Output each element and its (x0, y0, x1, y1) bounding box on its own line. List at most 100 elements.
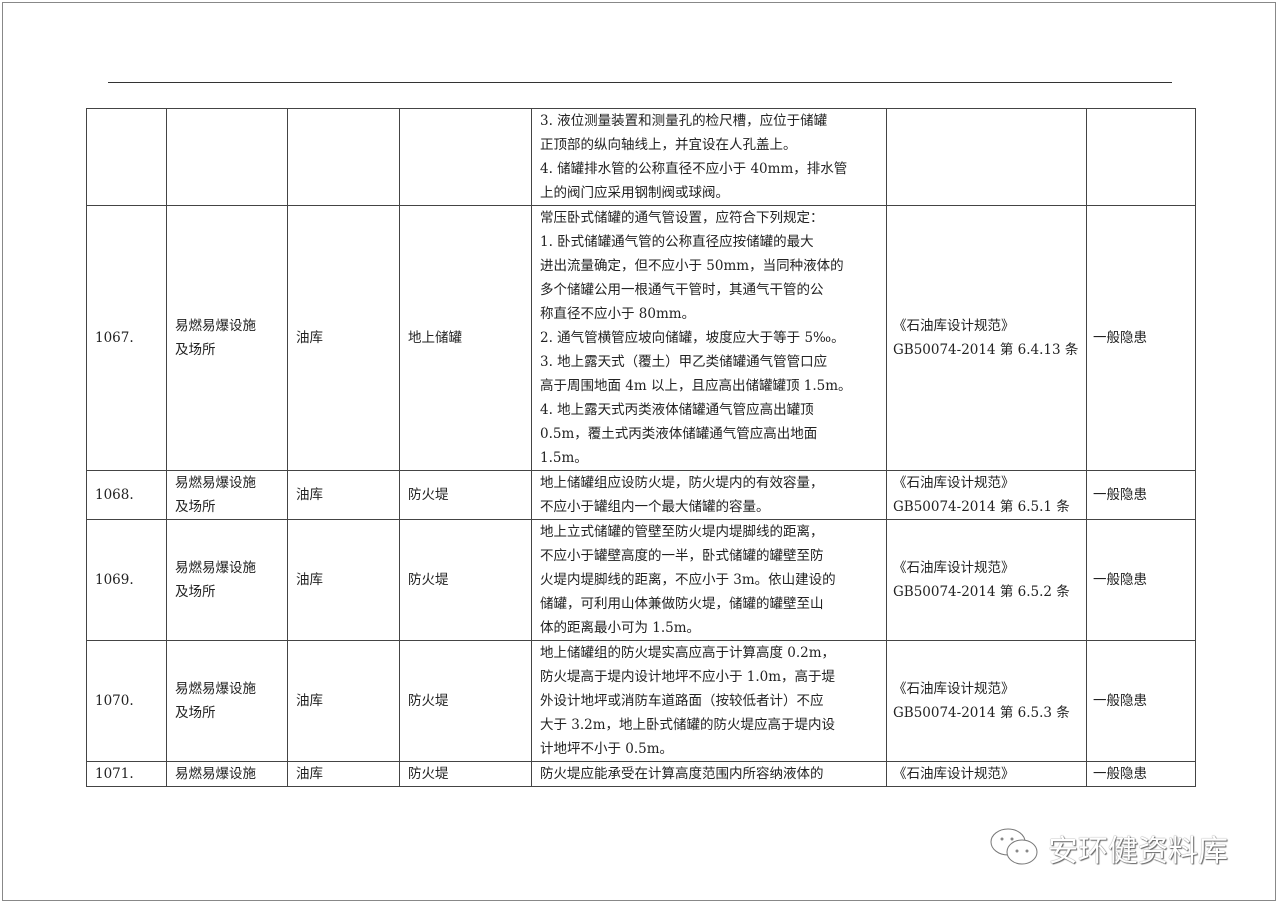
basis-line: 《石油库设计规范》 (893, 318, 1015, 334)
req-line: 地上立式储罐的管壁至防火堤内堤脚线的距离， (540, 524, 824, 540)
req-line: 称直径不应小于 80mm。 (540, 306, 696, 322)
basis-line: GB50074-2014 第 6.5.2 条 (893, 584, 1070, 600)
wechat-icon (990, 828, 1038, 865)
req-line: 1. 卧式储罐通气管的公称直径应按储罐的最大 (540, 234, 814, 250)
table-row: 1069. 易燃易爆设施 及场所 油库 防火堤 地上立式储罐的管壁至防火堤内堤脚线的距离，… (86, 519, 1196, 641)
req-line: 地上储罐组应设防火堤，防火堤内的有效容量， (540, 475, 824, 491)
req-line: 外设计地坪或消防车道路面（按较低者计）不应 (540, 693, 824, 709)
regulation-table: 3. 液位测量装置和测量孔的检尺槽，应位于储罐 正顶部的纵向轴线上，并宜设在人孔盖… (86, 108, 1196, 787)
category-line: 易燃易爆设施 (175, 560, 256, 576)
cell-level: 一般隐患 (1086, 470, 1196, 520)
cell-item: 防火堤 (399, 640, 532, 762)
req-line: 不应小于罐壁高度的一半，卧式储罐的罐壁至防 (540, 548, 824, 564)
req-line: 防火堤应能承受在计算高度范围内所容纳液体的 (540, 766, 824, 782)
req-line: 火堤内堤脚线的距离，不应小于 3m。依山建设的 (540, 572, 836, 588)
basis-line: GB50074-2014 第 6.5.3 条 (893, 705, 1070, 721)
cell-item: 防火堤 (399, 761, 532, 787)
category-line: 及场所 (175, 499, 216, 515)
cell-item (399, 108, 532, 206)
category-line: 易燃易爆设施 (175, 681, 256, 697)
table-row: 1068. 易燃易爆设施 及场所 油库 防火堤 地上储罐组应设防火堤，防火堤内的有效容量，… (86, 470, 1196, 520)
category-line: 及场所 (175, 342, 216, 358)
req-line: 多个储罐公用一根通气干管时，其通气干管的公 (540, 282, 824, 298)
watermark-text: 安环健资料库 (1048, 834, 1228, 869)
req-line: 计地坪不小于 0.5m。 (540, 741, 674, 757)
header-rule (108, 82, 1172, 83)
cell-no: 1071. (86, 761, 167, 787)
table-row: 1067. 易燃易爆设施 及场所 油库 地上储罐 常压卧式储罐的通气管设置，应符合下列规定… (86, 205, 1196, 471)
cell-category (166, 108, 288, 206)
cell-item: 防火堤 (399, 470, 532, 520)
cell-req: 地上储罐组应设防火堤，防火堤内的有效容量， 不应小于罐组内一个最大储罐的容量。 (531, 470, 887, 520)
cell-level: 一般隐患 (1086, 205, 1196, 471)
cell-no: 1068. (86, 470, 167, 520)
req-line: 3. 液位测量装置和测量孔的检尺槽，应位于储罐 (540, 113, 828, 129)
category-line: 及场所 (175, 584, 216, 600)
cell-req: 地上立式储罐的管壁至防火堤内堤脚线的距离， 不应小于罐壁高度的一半，卧式储罐的罐壁… (531, 519, 887, 641)
req-line: 进出流量确定，但不应小于 50mm，当同种液体的 (540, 258, 844, 274)
req-line: 正顶部的纵向轴线上，并宜设在人孔盖上。 (540, 137, 797, 153)
category-line: 易燃易爆设施 (175, 475, 256, 491)
category-line: 易燃易爆设施 (175, 766, 256, 782)
req-line: 3. 地上露天式（覆土）甲乙类储罐通气管管口应 (540, 354, 828, 370)
cell-basis: 《石油库设计规范》 GB50074-2014 第 6.4.13 条 (886, 205, 1087, 471)
req-line: 2. 通气管横管应坡向储罐，坡度应大于等于 5‰。 (540, 330, 845, 346)
req-line: 体的距离最小可为 1.5m。 (540, 620, 701, 636)
cell-level: 一般隐患 (1086, 519, 1196, 641)
req-line: 1.5m。 (540, 450, 588, 466)
cell-no: 1067. (86, 205, 167, 471)
cell-place: 油库 (287, 519, 400, 641)
req-line: 4. 地上露天式丙类液体储罐通气管应高出罐顶 (540, 402, 814, 418)
category-line: 易燃易爆设施 (175, 318, 256, 334)
basis-line: GB50074-2014 第 6.5.1 条 (893, 499, 1070, 515)
basis-line: 《石油库设计规范》 (893, 560, 1015, 576)
cell-basis: 《石油库设计规范》 GB50074-2014 第 6.5.2 条 (886, 519, 1087, 641)
cell-place (287, 108, 400, 206)
cell-level: 一般隐患 (1086, 640, 1196, 762)
cell-level (1086, 108, 1196, 206)
req-line: 上的阀门应采用钢制阀或球阀。 (540, 185, 729, 201)
cell-category: 易燃易爆设施 及场所 (166, 519, 288, 641)
cell-category: 易燃易爆设施 及场所 (166, 470, 288, 520)
basis-line: 《石油库设计规范》 (893, 766, 1015, 782)
table-row: 3. 液位测量装置和测量孔的检尺槽，应位于储罐 正顶部的纵向轴线上，并宜设在人孔盖… (86, 108, 1196, 206)
req-line: 0.5m，覆土式丙类液体储罐通气管应高出地面 (540, 426, 818, 442)
table-row: 1071. 易燃易爆设施 油库 防火堤 防火堤应能承受在计算高度范围内所容纳液体的 《石油… (86, 761, 1196, 787)
req-line: 地上储罐组的防火堤实高应高于计算高度 0.2m， (540, 645, 836, 661)
cell-place: 油库 (287, 761, 400, 787)
cell-basis: 《石油库设计规范》 GB50074-2014 第 6.5.3 条 (886, 640, 1087, 762)
cell-category: 易燃易爆设施 及场所 (166, 640, 288, 762)
basis-line: GB50074-2014 第 6.4.13 条 (893, 342, 1079, 358)
req-line: 高于周围地面 4m 以上，且应高出储罐罐顶 1.5m。 (540, 378, 852, 394)
cell-no: 1070. (86, 640, 167, 762)
cell-item: 防火堤 (399, 519, 532, 641)
req-line: 储罐，可利用山体兼做防火堤，储罐的罐壁至山 (540, 596, 824, 612)
cell-no (86, 108, 167, 206)
req-line: 常压卧式储罐的通气管设置，应符合下列规定： (540, 210, 824, 226)
cell-req: 3. 液位测量装置和测量孔的检尺槽，应位于储罐 正顶部的纵向轴线上，并宜设在人孔盖… (531, 108, 887, 206)
req-line: 不应小于罐组内一个最大储罐的容量。 (540, 499, 770, 515)
cell-category: 易燃易爆设施 (166, 761, 288, 787)
cell-req: 防火堤应能承受在计算高度范围内所容纳液体的 (531, 761, 887, 787)
cell-basis: 《石油库设计规范》 GB50074-2014 第 6.5.1 条 (886, 470, 1087, 520)
basis-line: 《石油库设计规范》 (893, 475, 1015, 491)
req-line: 防火堤高于堤内设计地坪不应小于 1.0m，高于堤 (540, 669, 836, 685)
table-row: 1070. 易燃易爆设施 及场所 油库 防火堤 地上储罐组的防火堤实高应高于计算高度 0.… (86, 640, 1196, 762)
cell-category: 易燃易爆设施 及场所 (166, 205, 288, 471)
cell-item: 地上储罐 (399, 205, 532, 471)
cell-req: 地上储罐组的防火堤实高应高于计算高度 0.2m， 防火堤高于堤内设计地坪不应小于 … (531, 640, 887, 762)
req-line: 大于 3.2m，地上卧式储罐的防火堤应高于堤内设 (540, 717, 836, 733)
cell-basis (886, 108, 1087, 206)
cell-place: 油库 (287, 640, 400, 762)
req-line: 4. 储罐排水管的公称直径不应小于 40mm，排水管 (540, 161, 848, 177)
cell-req: 常压卧式储罐的通气管设置，应符合下列规定： 1. 卧式储罐通气管的公称直径应按储罐… (531, 205, 887, 471)
basis-line: 《石油库设计规范》 (893, 681, 1015, 697)
cell-place: 油库 (287, 470, 400, 520)
cell-no: 1069. (86, 519, 167, 641)
watermark: 安环健资料库 (988, 826, 1228, 870)
category-line: 及场所 (175, 705, 216, 721)
cell-level: 一般隐患 (1086, 761, 1196, 787)
cell-place: 油库 (287, 205, 400, 471)
cell-basis: 《石油库设计规范》 (886, 761, 1087, 787)
